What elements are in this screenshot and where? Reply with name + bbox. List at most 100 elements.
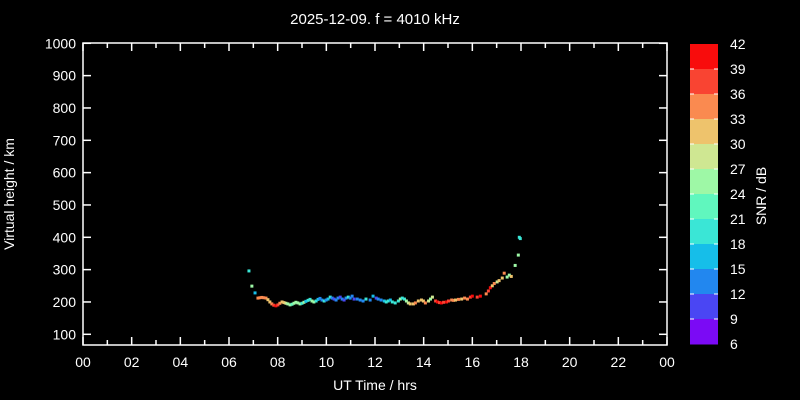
colorbar-segment — [690, 94, 718, 120]
data-point — [450, 298, 454, 302]
data-point — [364, 297, 368, 301]
colorbar-segment — [690, 194, 718, 220]
data-point — [475, 295, 479, 299]
data-point — [266, 298, 270, 302]
data-point — [247, 269, 251, 273]
data-point — [312, 300, 316, 304]
y-tick-label: 300 — [53, 262, 77, 278]
data-point — [304, 299, 308, 303]
data-point — [446, 299, 450, 303]
data-point — [513, 263, 517, 267]
x-tick-label: 04 — [173, 354, 189, 370]
data-point — [428, 297, 432, 301]
data-point — [400, 296, 404, 300]
colorbar-tick-label: 15 — [730, 261, 746, 277]
colorbar-tick-label: 30 — [730, 136, 746, 152]
data-point — [290, 302, 294, 306]
colorbar-label: SNR / dB — [753, 167, 769, 225]
data-point — [402, 297, 406, 301]
data-point — [492, 282, 496, 286]
colorbar-segment — [690, 144, 718, 170]
data-point — [463, 296, 467, 300]
data-point — [442, 300, 446, 304]
data-point — [427, 299, 431, 303]
data-point — [346, 295, 350, 299]
colorbar-tick-label: 27 — [730, 161, 746, 177]
colorbar-tick-label: 36 — [730, 86, 746, 102]
data-point — [326, 297, 330, 301]
data-point — [379, 298, 383, 302]
colorbar-segment — [690, 169, 718, 195]
data-point — [272, 303, 276, 307]
data-point — [488, 286, 492, 290]
data-point — [398, 297, 402, 301]
data-point — [294, 300, 298, 304]
scatter-points — [247, 235, 522, 308]
data-point — [314, 299, 318, 303]
data-point — [344, 296, 348, 300]
data-point — [368, 298, 372, 302]
data-point — [408, 302, 412, 306]
data-point — [437, 301, 441, 305]
data-point — [456, 297, 460, 301]
x-tick-label: 12 — [367, 354, 383, 370]
data-point — [423, 301, 427, 305]
data-point — [334, 298, 338, 302]
data-point — [308, 297, 312, 301]
x-tick-label: 22 — [611, 354, 627, 370]
data-point — [340, 297, 344, 301]
data-point — [376, 297, 380, 301]
data-point — [460, 297, 464, 301]
colorbar-segment — [690, 244, 718, 270]
colorbar-tick-label: 6 — [730, 336, 738, 352]
data-point — [439, 301, 443, 305]
data-point — [388, 298, 392, 302]
data-point — [507, 273, 511, 277]
data-point — [284, 301, 288, 305]
data-point — [484, 292, 488, 296]
data-point — [292, 301, 296, 305]
data-point — [316, 297, 320, 301]
data-point — [518, 237, 522, 241]
colorbar-segment — [690, 69, 718, 95]
y-tick-label: 600 — [53, 165, 77, 181]
data-point — [280, 300, 284, 304]
data-point — [282, 301, 286, 305]
colorbar: 42 39 36 33 30 27 24 21 18 15 12 9 6 — [690, 36, 746, 352]
y-tick-label: 900 — [53, 68, 77, 84]
data-point — [328, 295, 332, 299]
data-point — [276, 303, 280, 307]
colorbar-segment — [690, 319, 718, 345]
data-point — [286, 302, 290, 306]
data-point — [330, 296, 334, 300]
data-point — [396, 299, 400, 303]
data-point — [296, 301, 300, 305]
y-tick-label: 800 — [53, 100, 77, 116]
data-point — [260, 295, 264, 299]
data-point — [434, 299, 438, 303]
colorbar-tick-label: 21 — [730, 211, 746, 227]
colorbar-tick-label: 9 — [730, 311, 738, 327]
data-point — [306, 298, 310, 302]
data-point — [270, 302, 274, 306]
data-point — [486, 289, 490, 293]
data-point — [509, 274, 513, 278]
data-point — [318, 296, 322, 300]
data-point — [411, 302, 415, 306]
data-point — [253, 291, 257, 295]
data-point — [393, 301, 397, 305]
x-tick-label: 14 — [416, 354, 432, 370]
data-point — [358, 298, 362, 302]
x-tick-label: 00 — [75, 354, 91, 370]
data-point — [421, 299, 425, 303]
data-point — [505, 275, 509, 279]
data-point — [384, 300, 388, 304]
data-point — [445, 300, 449, 304]
data-point — [268, 300, 272, 304]
data-point — [322, 299, 326, 303]
data-point — [406, 301, 410, 305]
colorbar-tick-label: 33 — [730, 111, 746, 127]
data-point — [256, 296, 260, 300]
data-point — [361, 299, 365, 303]
x-axis-ticks: 00 02 04 06 08 10 12 14 16 18 20 22 00 — [75, 43, 675, 370]
